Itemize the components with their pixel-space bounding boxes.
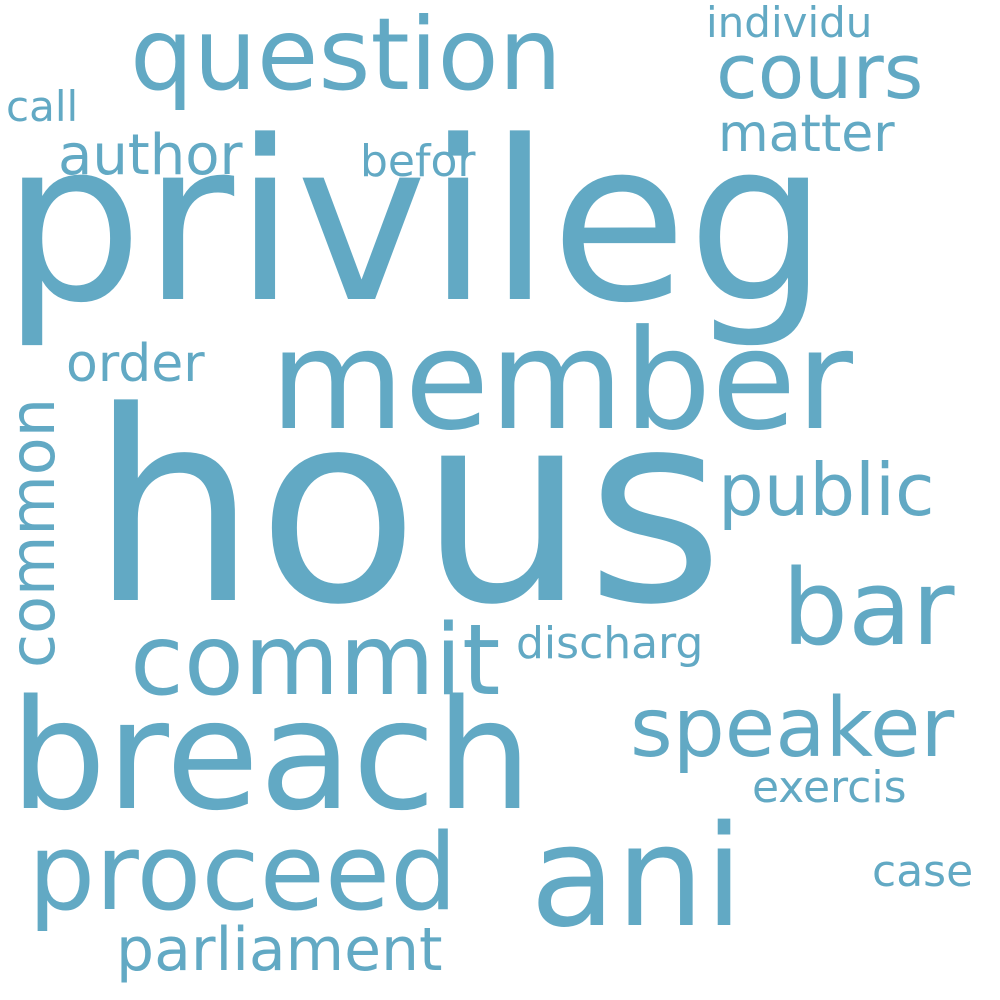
- word-speaker: speaker: [630, 681, 955, 776]
- word-cours: cours: [716, 27, 924, 116]
- word-commit: commit: [130, 604, 501, 718]
- word-ani: ani: [530, 796, 744, 959]
- word-order: order: [66, 334, 205, 394]
- word-matter: matter: [718, 104, 895, 164]
- word-hous: hous: [90, 356, 724, 663]
- word-proceed: proceed: [28, 811, 458, 934]
- word-bar: bar: [782, 547, 955, 669]
- word-common: common: [0, 397, 69, 668]
- word-question: question: [130, 0, 563, 113]
- word-discharg: discharg: [516, 618, 704, 669]
- word-breach: breach: [10, 667, 533, 844]
- word-parliament: parliament: [116, 915, 443, 985]
- word-privileg: privileg: [2, 94, 829, 352]
- word-exercis: exercis: [752, 762, 907, 813]
- word-befor: befor: [360, 136, 476, 187]
- word-public: public: [718, 448, 935, 532]
- word-case: case: [872, 846, 974, 897]
- word-author: author: [58, 123, 243, 188]
- word-individu: individu: [706, 0, 873, 47]
- word-call: call: [6, 82, 79, 131]
- word-member: member: [270, 300, 853, 461]
